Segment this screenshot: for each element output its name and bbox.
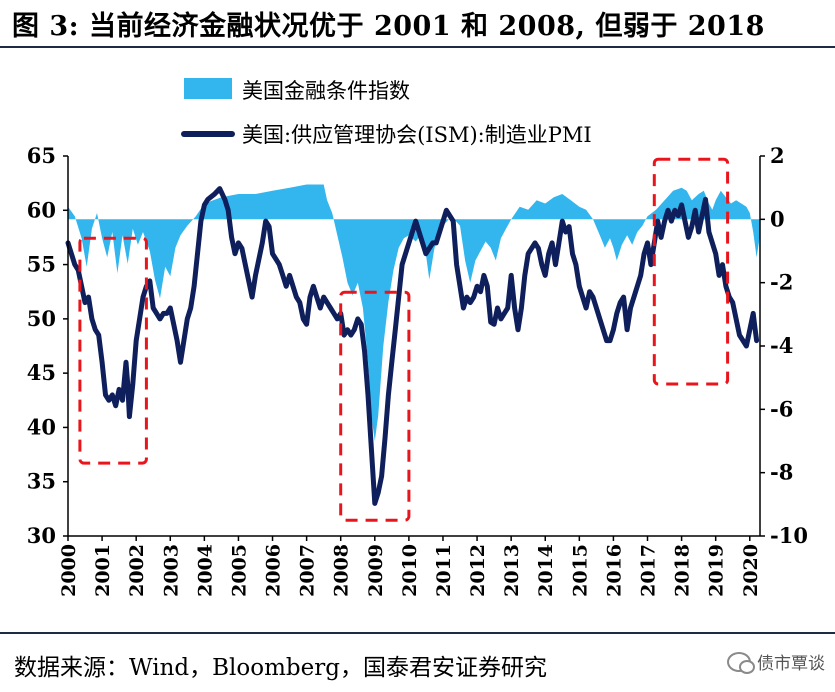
- chart-title: 图 3: 当前经济金融状况优于 2001 和 2008, 但弱于 2018: [12, 11, 765, 42]
- x-tick-label: 2015: [569, 544, 591, 597]
- brand-name: 债市覃谈: [757, 654, 825, 674]
- right-tick-label: 0: [770, 206, 785, 231]
- legend: 美国金融条件指数 美国:供应管理协会(ISM):制造业PMI: [181, 78, 592, 147]
- x-tick-label: 2001: [92, 544, 114, 597]
- legend-label-fci: 美国金融条件指数: [242, 79, 410, 103]
- right-tick-label: 2: [770, 143, 785, 168]
- x-tick-label: 2017: [638, 544, 660, 597]
- footer-divider: [0, 632, 835, 634]
- x-tick-label: 2003: [160, 544, 182, 597]
- x-tick-label: 2008: [331, 544, 353, 597]
- x-tick-label: 2012: [467, 544, 489, 597]
- x-tick-label: 2014: [535, 544, 557, 597]
- left-tick-label: 50: [27, 306, 56, 331]
- right-tick-label: -10: [770, 523, 808, 548]
- x-tick-label: 2006: [263, 544, 285, 597]
- legend-label-pmi: 美国:供应管理协会(ISM):制造业PMI: [242, 123, 592, 147]
- x-tick-label: 2016: [603, 544, 625, 597]
- pmi-line-layer: [65, 186, 760, 506]
- highlight-box-3: [652, 157, 730, 386]
- x-tick-label: 2013: [501, 544, 523, 597]
- left-tick-label: 35: [27, 469, 56, 494]
- x-tick-label: 2005: [228, 544, 250, 597]
- source-note: 数据来源：Wind，Bloomberg，国泰君安证券研究: [14, 655, 547, 681]
- left-tick-label: 30: [27, 523, 56, 548]
- highlight-boxes-layer: [78, 157, 730, 522]
- x-tick-label: 2009: [365, 544, 387, 597]
- left-tick-label: 65: [27, 143, 56, 168]
- pmi-line-series: [65, 186, 760, 506]
- x-tick-label: 2004: [194, 544, 216, 597]
- axes-layer: 30 35 40 45 50 55 60 65 -10 -8 -6 -4 -2 0 2 2000 2001 200…: [27, 143, 808, 597]
- left-tick-label: 45: [27, 360, 56, 385]
- left-tick-label: 60: [27, 197, 56, 222]
- fci-area-layer: [68, 184, 760, 441]
- chart-area: 30 35 40 45 50 55 60 65 -10 -8 -6 -4 -2 0 2 2000 2001 200…: [27, 78, 808, 597]
- x-tick-label: 2011: [433, 544, 455, 597]
- x-tick-label: 2002: [126, 544, 148, 597]
- x-tick-label: 2000: [58, 544, 80, 597]
- right-tick-label: -8: [770, 460, 793, 485]
- wechat-icon: [727, 651, 755, 674]
- right-tick-label: -6: [770, 396, 793, 421]
- x-tick-label: 2018: [672, 544, 694, 597]
- brand-watermark: 债市覃谈: [727, 649, 825, 674]
- x-tick-label: 2010: [399, 544, 421, 597]
- highlight-box-1: [78, 236, 148, 465]
- left-tick-label: 40: [27, 414, 56, 439]
- x-tick-label: 2020: [740, 544, 762, 597]
- right-tick-label: -4: [770, 333, 793, 358]
- legend-swatch-fci: [184, 78, 232, 99]
- right-tick-label: -2: [770, 270, 793, 295]
- x-tick-label: 2007: [297, 544, 319, 597]
- x-tick-label: 2019: [706, 544, 728, 597]
- left-tick-label: 55: [27, 252, 56, 277]
- title-divider: [0, 46, 835, 48]
- highlight-box-2: [339, 290, 411, 522]
- fci-area-series: [68, 184, 760, 441]
